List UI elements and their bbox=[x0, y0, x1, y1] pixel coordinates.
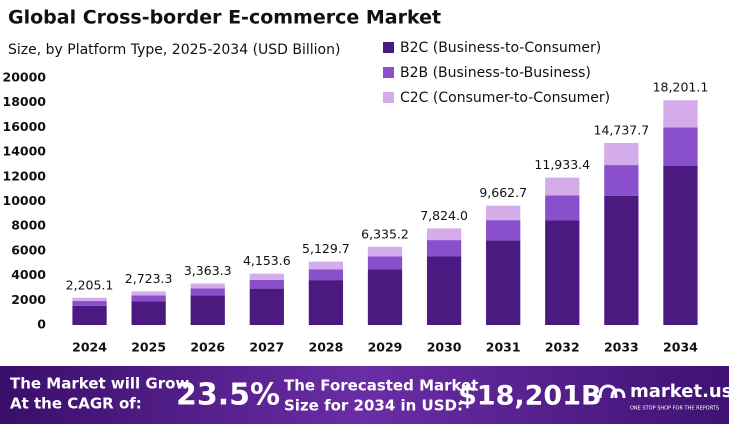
total-label: 6,335.2 bbox=[361, 226, 409, 241]
brand: market.us bbox=[630, 381, 729, 402]
bar-segment bbox=[545, 177, 580, 196]
y-tick-label: 12000 bbox=[3, 168, 47, 183]
cagr-text: At the CAGR of: bbox=[10, 395, 142, 413]
bar-segment bbox=[426, 256, 462, 325]
bar-segment bbox=[545, 220, 580, 325]
bar-segment bbox=[72, 305, 107, 325]
legend-swatch bbox=[383, 92, 394, 103]
bar-segment bbox=[367, 246, 403, 257]
bar-segment bbox=[663, 127, 698, 166]
forecast-text: The Forecasted Market bbox=[284, 377, 478, 395]
x-tick-label: 2027 bbox=[249, 340, 284, 355]
x-tick-label: 2030 bbox=[427, 340, 462, 355]
y-tick-label: 10000 bbox=[3, 193, 47, 208]
total-label: 5,129.7 bbox=[302, 241, 350, 256]
brand-logo bbox=[598, 384, 626, 399]
bar-segment bbox=[190, 283, 225, 289]
total-label: 9,662.7 bbox=[479, 185, 527, 200]
bar-segment bbox=[190, 288, 225, 296]
y-tick-label: 6000 bbox=[11, 242, 46, 257]
y-tick-label: 20000 bbox=[3, 70, 47, 85]
forecast-text: Size for 2034 in USD: bbox=[284, 397, 463, 415]
legend-swatch bbox=[383, 67, 394, 78]
legend-label: C2C (Consumer-to-Consumer) bbox=[400, 90, 610, 106]
bar-segment bbox=[486, 205, 521, 221]
chart-title: Global Cross-border E-commerce Market bbox=[8, 7, 441, 29]
x-tick-label: 2026 bbox=[190, 340, 225, 355]
bar-segment bbox=[249, 288, 284, 325]
x-tick-label: 2033 bbox=[604, 340, 639, 355]
cagr-value: 23.5% bbox=[176, 378, 280, 413]
x-tick-label: 2032 bbox=[545, 340, 580, 355]
bar-segment bbox=[604, 165, 639, 196]
brand-tagline: ONE STOP SHOP FOR THE REPORTS bbox=[630, 406, 719, 412]
total-label: 18,201.1 bbox=[653, 80, 709, 95]
bar-segment bbox=[131, 291, 166, 296]
forecast-value: $18,201B bbox=[458, 381, 602, 412]
bar-segment bbox=[367, 256, 403, 270]
y-tick-label: 16000 bbox=[3, 119, 47, 134]
bar-segment bbox=[426, 240, 462, 257]
x-tick-label: 2031 bbox=[486, 340, 521, 355]
bar-segment bbox=[308, 269, 344, 281]
y-tick-label: 18000 bbox=[3, 94, 47, 109]
bar-segment bbox=[249, 273, 284, 280]
bar-segment bbox=[663, 100, 698, 128]
total-label: 2,723.3 bbox=[125, 271, 173, 286]
bar-segment bbox=[367, 269, 403, 325]
x-tick-label: 2034 bbox=[663, 340, 698, 355]
x-tick-label: 2024 bbox=[72, 340, 107, 355]
bar-segment bbox=[72, 297, 107, 302]
legend-label: B2B (Business-to-Business) bbox=[400, 65, 591, 81]
legend-swatch bbox=[383, 42, 394, 53]
x-tick-label: 2028 bbox=[309, 340, 344, 355]
footer-banner bbox=[0, 366, 729, 424]
total-label: 2,205.1 bbox=[66, 277, 114, 292]
x-tick-label: 2025 bbox=[131, 340, 166, 355]
bar-segment bbox=[249, 279, 284, 289]
bar-segment bbox=[131, 301, 166, 325]
total-label: 4,153.6 bbox=[243, 253, 291, 268]
total-label: 14,737.7 bbox=[594, 122, 650, 137]
bar-segment bbox=[486, 240, 521, 325]
bar-segment bbox=[663, 165, 698, 325]
chart-subtitle: Size, by Platform Type, 2025-2034 (USD B… bbox=[8, 42, 340, 58]
bar-segment bbox=[604, 195, 639, 325]
y-tick-label: 4000 bbox=[11, 267, 46, 282]
bar-segment bbox=[426, 228, 462, 241]
y-tick-label: 2000 bbox=[11, 292, 46, 307]
bar-segment bbox=[604, 142, 639, 166]
cagr-text: The Market will Grow bbox=[10, 375, 189, 393]
total-label: 11,933.4 bbox=[534, 157, 590, 172]
total-label: 3,363.3 bbox=[184, 263, 232, 278]
y-tick-label: 8000 bbox=[11, 218, 46, 233]
y-tick-label: 14000 bbox=[3, 144, 47, 159]
bar-segment bbox=[545, 195, 580, 221]
legend-label: B2C (Business-to-Consumer) bbox=[400, 40, 601, 56]
bar-segment bbox=[131, 295, 166, 302]
y-tick-label: 0 bbox=[37, 317, 46, 332]
bar-segment bbox=[190, 295, 225, 325]
bar-segment bbox=[308, 280, 344, 325]
x-tick-label: 2029 bbox=[368, 340, 403, 355]
bar-segment bbox=[72, 301, 107, 306]
bar-segment bbox=[486, 220, 521, 241]
bar-segment bbox=[308, 261, 344, 270]
total-label: 7,824.0 bbox=[420, 208, 468, 223]
